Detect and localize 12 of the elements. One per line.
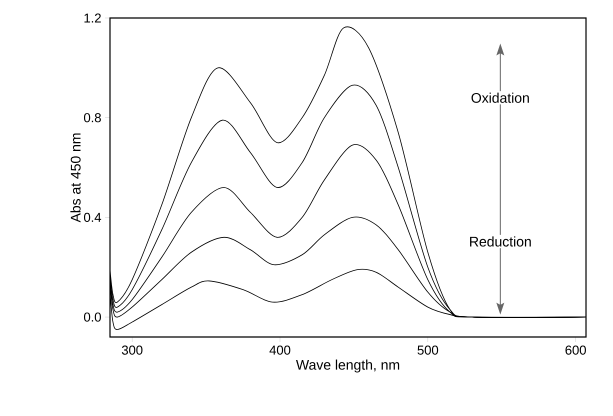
x-tick-label: 600 (566, 346, 586, 355)
y-tick-label: 0.4 (84, 212, 102, 222)
y-tick-label: 0.8 (84, 113, 101, 122)
y-axis-title: Abs at 450 nm (70, 133, 81, 222)
x-tick-label: 500 (418, 346, 438, 355)
x-axis-title: Wave length, nm (296, 360, 400, 373)
annotation: Oxidation (472, 92, 529, 103)
annotation: Reduction (470, 236, 531, 247)
x-tick-label: 300 (122, 346, 142, 355)
y-tick-label: 0.0 (84, 312, 101, 322)
x-tick-label: 400 (269, 346, 290, 355)
y-tick-label: 1.2 (84, 13, 101, 23)
